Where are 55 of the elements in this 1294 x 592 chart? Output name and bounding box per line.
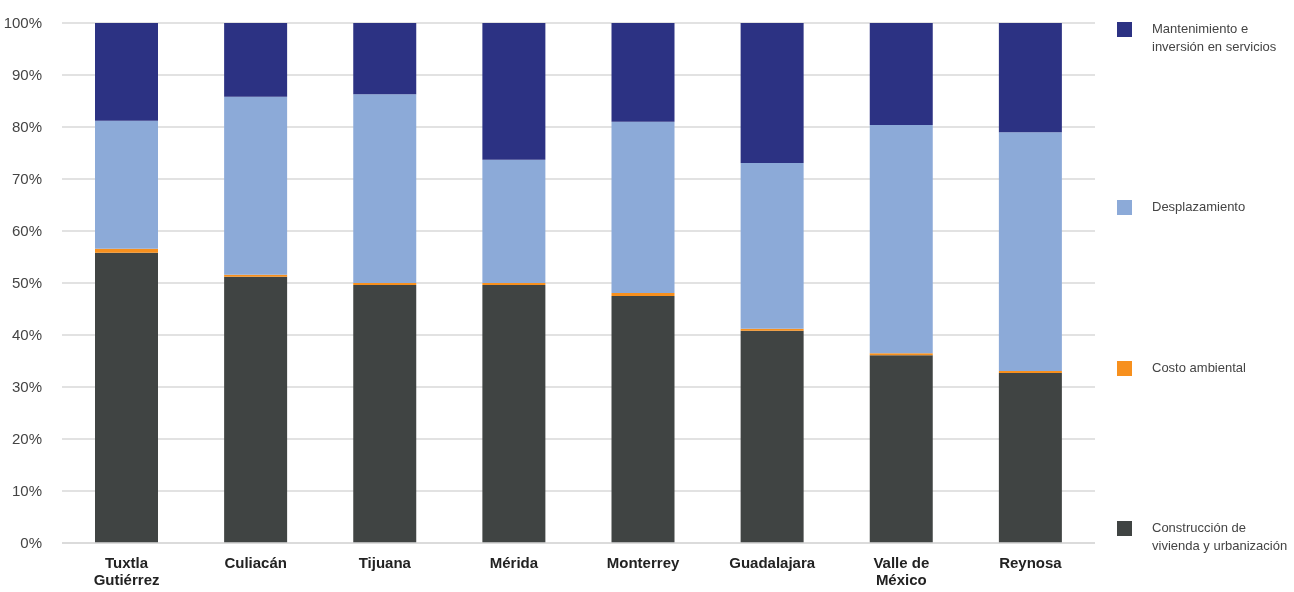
bar [95,120,158,249]
y-tick-label: 70% [11,170,42,188]
x-tick-label: Tuxtla Gutiérrez [93,554,160,588]
bar [224,96,288,275]
bar [869,124,933,354]
bar [740,162,804,329]
y-tick-label: 30% [11,378,42,396]
bar [353,23,417,95]
x-tick-label: Tijuana [358,554,412,571]
bar [869,23,933,125]
y-tick-label: 90% [11,66,42,84]
bar [482,285,546,543]
bar [869,353,933,356]
x-tick-label: Reynosa [999,554,1063,571]
legend-label: Costo ambiental [1152,358,1247,377]
bar [353,285,417,543]
bar [353,94,417,283]
bar [998,132,1062,371]
bar [224,276,288,543]
bar [224,23,288,97]
bar [998,23,1062,133]
bar [95,23,158,121]
x-tick-label: Guadalajara [729,554,816,571]
y-tick-label: 10% [11,482,42,500]
bar [740,23,804,163]
x-tick-label: Valle de México [873,554,930,588]
y-tick-label: 40% [11,326,42,344]
legend-label: Construcción de vivienda y urbanización [1152,519,1289,555]
bar [740,328,804,331]
bar [482,23,546,160]
y-tick-label: 20% [11,430,42,448]
y-tick-label: 0% [20,534,42,552]
bar [95,248,158,253]
bar [224,274,288,277]
bar [482,159,546,283]
legend-label: Mantenimiento e inversión en servicios [1152,20,1278,56]
bar [740,330,804,543]
x-tick-label: Monterrey [606,554,680,571]
legend-label: Desplazamiento [1152,198,1247,217]
bar [95,252,158,543]
x-tick-label: Culiacán [224,554,287,571]
bar [998,372,1062,543]
y-tick-label: 100% [3,14,42,32]
bar [353,283,417,286]
bar [869,355,933,543]
bar [611,296,675,543]
bar [482,283,546,286]
x-tick-label: Mérida [489,554,539,571]
y-tick-label: 50% [11,274,42,292]
bar [611,121,675,293]
bar [998,370,1062,373]
bar [611,23,675,122]
y-tick-label: 60% [11,222,42,240]
y-tick-label: 80% [11,118,42,136]
bar [611,292,675,296]
